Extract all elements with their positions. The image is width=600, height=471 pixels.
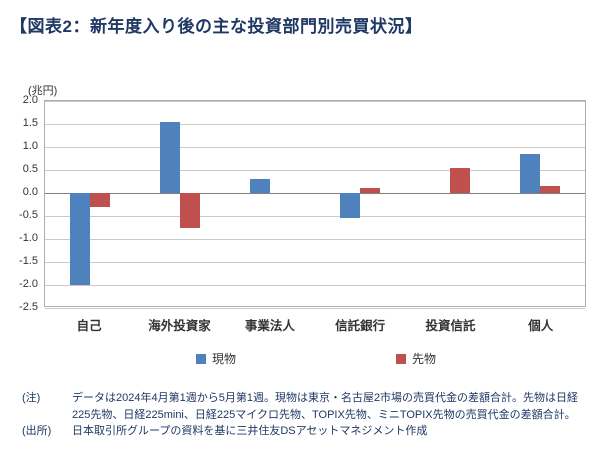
x-category-label: 自己 [76,319,102,333]
footnotes: (注) データは2024年4月第1週から5月第1週。現物は東京・名古屋2市場の売… [14,390,588,440]
y-tick-label: -2.0 [19,278,38,290]
legend-item-futures: 先物 [396,350,436,367]
legend-swatch-icon [195,353,206,364]
zero-axis-line [45,193,585,194]
plot-area [44,100,586,309]
legend-label: 先物 [412,352,437,366]
bar-futures-0 [90,193,110,207]
plot-row: 2.0 1.5 1.0 0.5 0.0 -0.5 -1.0 -1.5 -2.0 -2.5 [8,94,588,313]
y-tick-label: 0.5 [22,163,38,175]
bar-futures-1 [180,193,200,228]
y-tick-label: 1.5 [22,117,38,129]
gridline [45,147,585,148]
source-text: 日本取引所グループの資料を基に三井住友DSアセットマネジメント作成 [72,425,428,437]
bar-group [135,101,225,306]
gridline [45,101,585,102]
chart-legend: 現物 先物 [44,350,588,367]
y-tick-label: 1.0 [22,140,38,152]
gridline [45,262,585,263]
x-category-label: 投資信託 [425,319,476,333]
source-label: (出所) [22,425,52,437]
gridline [45,239,585,240]
source-row: (出所) 日本取引所グループの資料を基に三井住友DSアセットマネジメント作成 [14,423,588,440]
bar-group [225,101,315,306]
gridline [45,308,585,309]
bar-group [315,101,405,306]
bars-layer [45,101,585,306]
y-tick-label: 0.0 [22,186,38,198]
x-category-label: 海外投資家 [148,319,211,333]
y-axis-unit-label: (兆円) [28,85,58,97]
bar-group [405,101,495,306]
y-tick-label: -0.5 [19,209,38,221]
note-text: データは2024年4月第1週から5月第1週。現物は東京・名古屋2市場の売買代金の… [72,392,579,421]
note-row: (注) データは2024年4月第1週から5月第1週。現物は東京・名古屋2市場の売… [14,390,588,423]
y-tick-label: -2.5 [19,301,38,313]
x-axis-labels: 自己 海外投資家 事業法人 信託銀行 投資信託 個人 [44,315,586,334]
y-tick-label: -1.0 [19,232,38,244]
gridline [45,285,585,286]
legend-swatch-icon [396,353,406,364]
bar-cash-1 [160,121,180,193]
gridline [45,170,585,171]
x-category-label: 信託銀行 [335,319,386,333]
y-axis: 2.0 1.5 1.0 0.5 0.0 -0.5 -1.0 -1.5 -2.0 -2.5 [8,94,44,313]
note-label: (注) [22,392,41,404]
x-category-label: 事業法人 [244,319,295,333]
x-category-label: 個人 [528,319,554,333]
chart-title: 【図表2：新年度入り後の主な投資部門別売買状況】 [10,17,423,36]
bar-chart: 2.0 1.5 1.0 0.5 0.0 -0.5 -1.0 -1.5 -2.0 -2.5 自己 海外… [8,94,588,367]
bar-futures-4 [450,167,470,193]
bar-group [495,101,585,306]
bar-cash-5 [520,153,540,193]
gridline [45,216,585,217]
bar-group [45,101,135,306]
bar-cash-3 [340,193,360,219]
gridline [45,124,585,125]
bar-futures-5 [540,186,560,193]
y-tick-label: 2.0 [22,94,38,106]
y-tick-label: -1.5 [19,255,38,267]
bar-cash-2 [250,179,270,193]
bar-cash-0 [70,193,90,285]
bar-futures-3 [360,188,380,193]
legend-label: 現物 [211,352,236,366]
x-axis-row: 自己 海外投資家 事業法人 信託銀行 投資信託 個人 [8,307,588,334]
legend-item-cash: 現物 [195,350,236,367]
